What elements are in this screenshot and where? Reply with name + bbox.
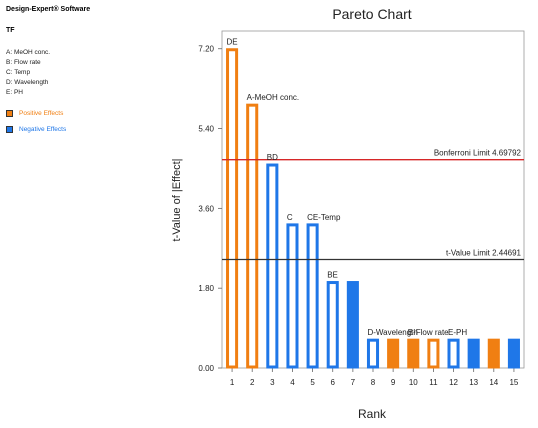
- x-tick-label: 12: [449, 378, 458, 387]
- x-tick-label: 14: [489, 378, 498, 387]
- negative-swatch-icon: [6, 126, 13, 133]
- x-tick-label: 3: [270, 378, 275, 387]
- bar-label: A-MeOH conc.: [247, 93, 299, 102]
- sidebar: Design-Expert® Software TF A: MeOH conc.…: [6, 6, 156, 142]
- bar-hollow-interior: [249, 106, 256, 366]
- y-tick-label: 0.00: [198, 364, 214, 373]
- pareto-bar: [346, 281, 359, 369]
- factor-item: D: Wavelength: [6, 79, 49, 86]
- bar-label: B-Flow rate: [408, 328, 449, 337]
- bar-label: CE-Temp: [307, 213, 341, 222]
- reference-line-label: Bonferroni Limit 4.69792: [434, 149, 522, 158]
- x-tick-label: 13: [469, 378, 478, 387]
- x-tick-label: 2: [250, 378, 255, 387]
- x-axis-title: Rank: [358, 407, 387, 421]
- y-tick-label: 1.80: [198, 284, 214, 293]
- pareto-bar: [487, 338, 500, 369]
- bar-label: BE: [327, 271, 338, 280]
- pareto-bar: [387, 338, 400, 369]
- y-tick-label: 7.20: [198, 45, 214, 54]
- x-tick-label: 10: [409, 378, 418, 387]
- x-tick-label: 8: [371, 378, 376, 387]
- y-axis-title: t-Value of |Effect|: [171, 159, 183, 242]
- bar-hollow-interior: [229, 51, 236, 366]
- bar-label: DE: [227, 38, 238, 47]
- reference-line-label: t-Value Limit 2.44691: [446, 248, 522, 257]
- bar-label: BD: [267, 153, 278, 162]
- bar-label: C: [287, 213, 293, 222]
- x-tick-label: 1: [230, 378, 235, 387]
- x-tick-label: 11: [429, 378, 438, 387]
- positive-swatch-icon: [6, 110, 13, 117]
- bar-hollow-interior: [430, 341, 437, 366]
- chart-title: Pareto Chart: [332, 6, 411, 22]
- response-name: TF: [6, 27, 15, 34]
- x-tick-label: 7: [351, 378, 356, 387]
- factor-list: A: MeOH conc. B: Flow rate C: Temp D: Wa…: [6, 48, 156, 98]
- bar-hollow-interior: [309, 226, 316, 366]
- factor-item: B: Flow rate: [6, 59, 41, 66]
- factor-item: A: MeOH conc.: [6, 49, 51, 56]
- bar-label: E-PH: [448, 328, 467, 337]
- y-tick-label: 5.40: [198, 125, 214, 134]
- x-tick-label: 15: [509, 378, 518, 387]
- bar-hollow-interior: [289, 226, 296, 366]
- x-tick-label: 5: [310, 378, 315, 387]
- pareto-bar: [507, 338, 520, 369]
- factor-item: C: Temp: [6, 69, 31, 76]
- x-tick-label: 4: [290, 378, 295, 387]
- x-tick-label: 9: [391, 378, 396, 387]
- legend-negative: Negative Effects: [6, 126, 156, 133]
- factor-item: E: PH: [6, 89, 23, 96]
- bar-label: D-Wavelength: [367, 328, 417, 337]
- x-tick-label: 6: [331, 378, 336, 387]
- positive-effects-label: Positive Effects: [19, 110, 64, 117]
- bar-hollow-interior: [329, 284, 336, 366]
- pareto-bar: [467, 338, 480, 369]
- y-tick-label: 3.60: [198, 204, 214, 213]
- negative-effects-label: Negative Effects: [19, 126, 67, 133]
- pareto-bar: [407, 338, 420, 369]
- brand-name: Design-Expert® Software: [6, 6, 91, 13]
- bar-hollow-interior: [269, 166, 276, 366]
- bar-hollow-interior: [450, 341, 457, 366]
- legend-positive: Positive Effects: [6, 110, 156, 117]
- bar-hollow-interior: [369, 341, 377, 366]
